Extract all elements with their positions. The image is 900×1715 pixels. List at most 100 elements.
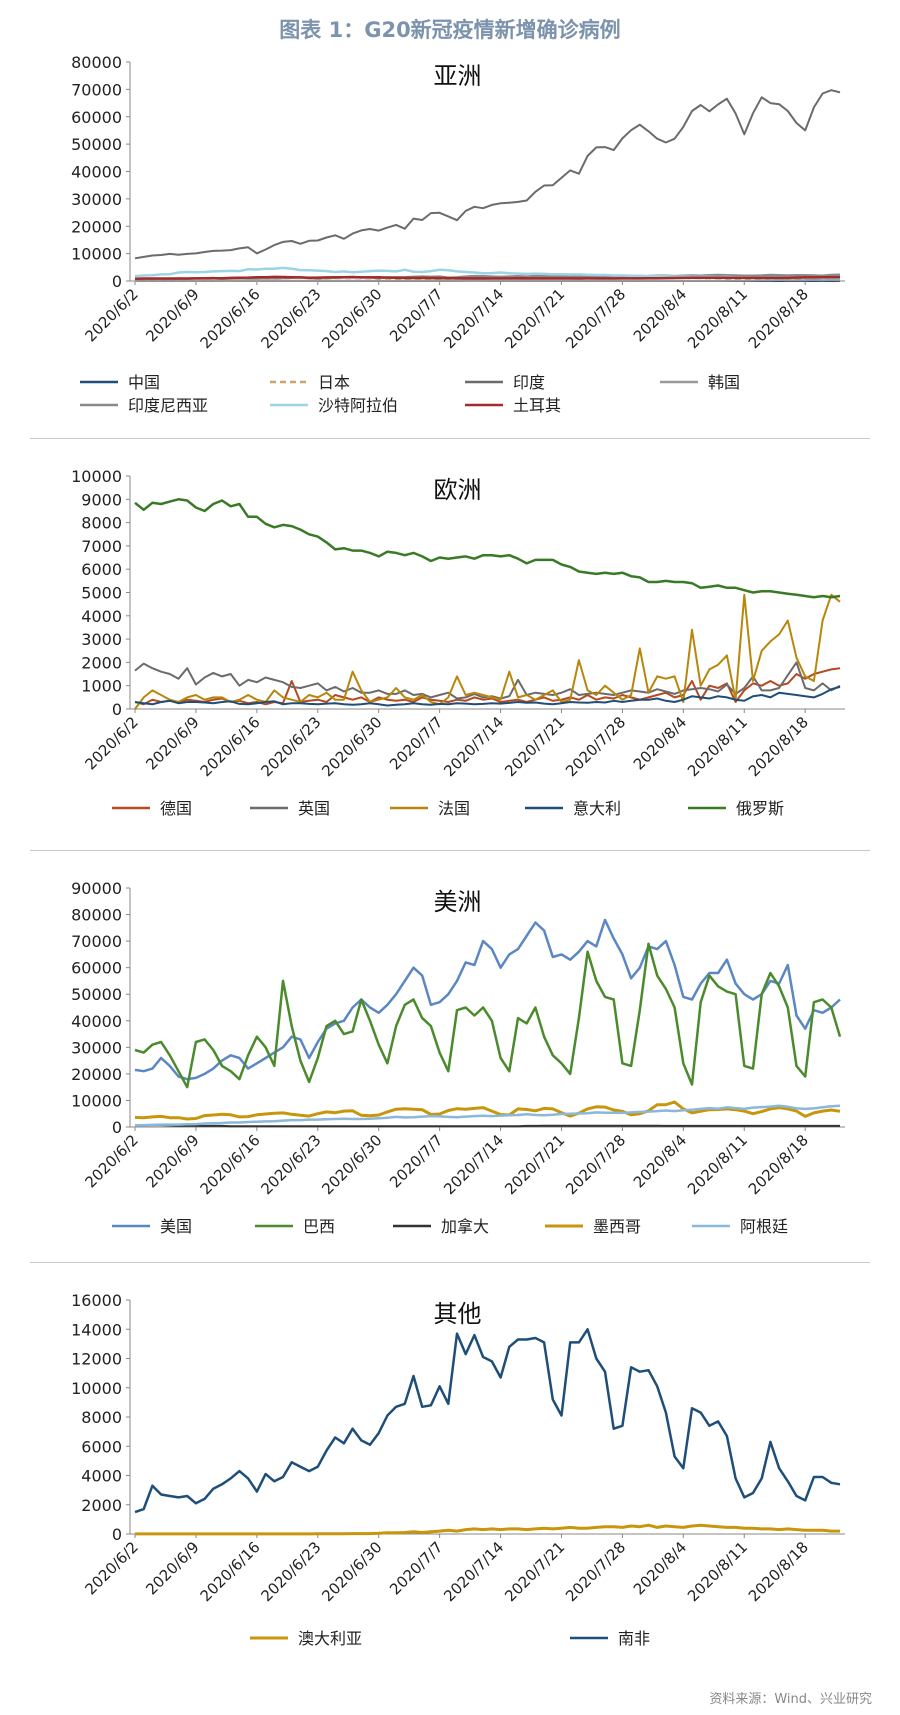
y-tick-label: 0 [112,1525,122,1544]
y-tick-label: 2000 [81,653,122,672]
y-tick-label: 60000 [71,959,122,978]
legend-label: 日本 [318,373,350,392]
x-tick-label: 2020/7/7 [386,713,446,773]
series-line-土耳其 [134,275,840,281]
x-tick-label: 2020/8/18 [745,1131,812,1198]
x-tick-label: 2020/7/14 [440,285,507,352]
x-tick-label: 2020/8/4 [630,285,690,345]
x-tick-label: 2020/8/4 [630,713,690,773]
x-tick-label: 2020/7/28 [562,1131,629,1198]
legend-label: 阿根廷 [740,1217,788,1236]
x-tick-label: 2020/6/16 [197,1131,264,1198]
x-tick-label: 2020/6/23 [257,1538,324,1605]
y-tick-label: 0 [112,700,122,719]
x-tick-label: 2020/8/18 [745,713,812,780]
y-tick-label: 80000 [71,53,122,72]
x-tick-label: 2020/6/9 [142,1538,202,1598]
x-tick-label: 2020/7/7 [386,285,446,345]
x-tick-label: 2020/6/23 [257,713,324,780]
y-tick-label: 70000 [71,932,122,951]
legend-label: 澳大利亚 [298,1629,362,1648]
y-tick-label: 16000 [71,1291,122,1310]
y-tick-label: 60000 [71,108,122,127]
y-tick-label: 0 [112,1118,122,1137]
y-tick-label: 40000 [71,163,122,182]
x-tick-label: 2020/7/21 [501,1131,568,1198]
chart-title: 亚洲 [434,62,482,90]
x-tick-label: 2020/6/16 [197,285,264,352]
y-tick-label: 4000 [81,1467,122,1486]
series-line-阿根廷 [134,1104,841,1127]
x-tick-label: 2020/6/16 [197,1538,264,1605]
x-tick-label: 2020/8/18 [745,285,812,352]
chart-title: 其他 [434,1300,482,1328]
x-tick-label: 2020/6/2 [81,1131,141,1191]
y-tick-label: 20000 [71,1065,122,1084]
series-line-澳大利亚 [135,1523,840,1536]
legend-label: 土耳其 [513,396,561,415]
x-tick-label: 2020/6/23 [257,285,324,352]
divider [30,1262,870,1263]
legend-label: 美国 [160,1217,192,1236]
x-tick-label: 2020/6/9 [142,713,202,773]
x-tick-label: 2020/6/30 [318,1538,385,1605]
legend-label: 加拿大 [441,1217,489,1236]
chart-title: 欧洲 [434,476,482,504]
y-tick-label: 0 [112,272,122,291]
legend-label: 南非 [618,1629,650,1648]
y-tick-label: 6000 [81,1437,122,1456]
x-tick-label: 2020/6/30 [318,285,385,352]
series-line-印度 [134,89,841,260]
legend-label: 印度 [513,373,545,392]
x-tick-label: 2020/7/21 [501,713,568,780]
x-tick-label: 2020/8/11 [684,285,751,352]
x-tick-label: 2020/6/2 [81,1538,141,1598]
x-tick-label: 2020/6/9 [142,1131,202,1191]
y-tick-label: 30000 [71,1038,122,1057]
legend-label: 墨西哥 [593,1217,641,1236]
y-tick-label: 50000 [71,985,122,1004]
x-tick-label: 2020/8/4 [630,1131,690,1191]
y-tick-label: 7000 [81,537,122,556]
legend-label: 意大利 [573,799,621,818]
series-line-俄罗斯 [134,498,841,599]
source-note: 资料来源：Wind、兴业研究 [709,1692,872,1707]
y-tick-label: 12000 [71,1350,122,1369]
legend-label: 法国 [438,799,470,818]
chart-panel-4: 0 2000 4000 6000 8000 10000 12000 14000 16000 202… [71,1291,845,1648]
y-tick-label: 8000 [81,1408,122,1427]
x-tick-label: 2020/7/14 [440,1131,507,1198]
x-tick-label: 2020/7/28 [562,285,629,352]
y-tick-label: 2000 [81,1496,122,1515]
y-tick-label: 80000 [71,906,122,925]
x-tick-label: 2020/7/14 [440,1538,507,1605]
x-tick-label: 2020/6/30 [318,713,385,780]
legend-label: 沙特阿拉伯 [318,396,398,415]
series-line-法国 [134,593,841,710]
y-tick-label: 9000 [81,490,122,509]
x-tick-label: 2020/6/9 [142,285,202,345]
x-tick-label: 2020/8/4 [630,1538,690,1598]
series-line-巴西 [134,942,842,1089]
x-tick-label: 2020/8/18 [745,1538,812,1605]
y-tick-label: 5000 [81,584,122,603]
y-tick-label: 1000 [81,677,122,696]
y-tick-label: 14000 [71,1320,122,1339]
legend-label: 印度尼西亚 [128,396,208,415]
legend-label: 巴西 [303,1217,335,1236]
chart-panel-3: 0 10000 20000 30000 40000 50000 60000 70000 8000… [71,879,845,1236]
x-tick-label: 2020/7/21 [501,1538,568,1605]
y-tick-label: 4000 [81,607,122,626]
y-tick-label: 10000 [71,1091,122,1110]
y-tick-label: 20000 [71,217,122,236]
divider [30,438,870,439]
y-tick-label: 10000 [71,467,122,486]
y-tick-label: 8000 [81,514,122,533]
x-tick-label: 2020/6/2 [81,713,141,773]
series-line-韩国 [135,278,841,282]
x-tick-label: 2020/6/2 [81,285,141,345]
y-tick-label: 3000 [81,630,122,649]
legend-label: 中国 [128,373,160,392]
y-tick-label: 30000 [71,190,122,209]
x-tick-label: 2020/7/7 [386,1538,446,1598]
